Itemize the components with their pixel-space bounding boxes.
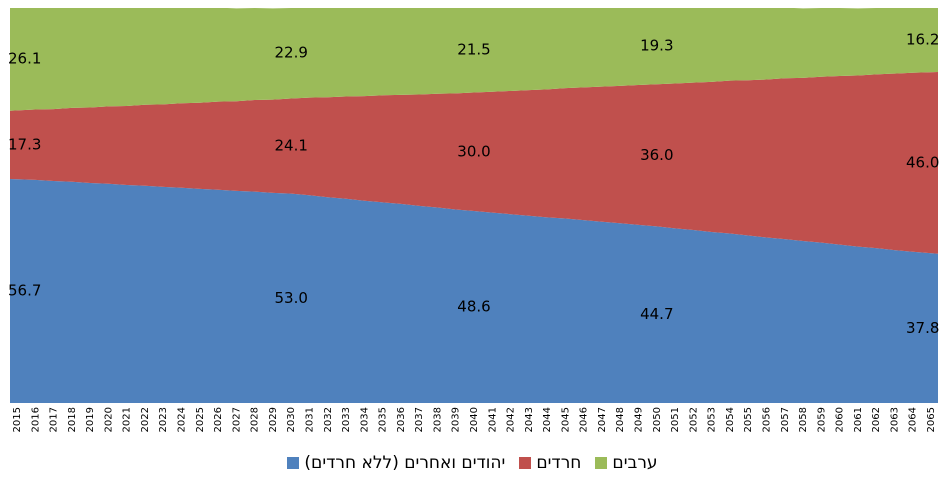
x-tick-label: 2038 — [432, 407, 443, 432]
legend-label: יהודים ואחרים (ללא חרדים) — [304, 453, 506, 473]
x-tick-label: 2044 — [542, 407, 553, 432]
x-tick-label: 2054 — [725, 407, 736, 432]
x-tick-label: 2050 — [652, 407, 663, 432]
data-label: 48.6 — [457, 298, 490, 316]
data-label: 22.9 — [274, 44, 307, 62]
x-tick-label: 2047 — [597, 407, 608, 432]
data-label: 30.0 — [457, 142, 490, 160]
data-label: 36.0 — [640, 146, 673, 164]
x-tick-label: 2048 — [615, 407, 626, 432]
x-tick-label: 2021 — [122, 407, 133, 432]
x-tick-label: 2019 — [85, 407, 96, 432]
x-tick-label: 2053 — [707, 407, 718, 432]
data-label: 16.2 — [906, 30, 939, 48]
legend: יהודים ואחרים (ללא חרדים) חרדים ערבים — [0, 453, 945, 473]
x-tick-label: 2059 — [816, 407, 827, 432]
legend-item: יהודים ואחרים (ללא חרדים) — [287, 453, 505, 473]
legend-item: חרדים — [519, 453, 581, 473]
x-tick-label: 2051 — [670, 407, 681, 432]
legend-item: ערבים — [595, 453, 658, 473]
x-tick-label: 2033 — [341, 407, 352, 432]
x-tick-label: 2045 — [560, 407, 571, 432]
legend-label: חרדים — [536, 453, 582, 473]
area — [10, 179, 938, 403]
x-tick-label: 2026 — [213, 407, 224, 432]
data-label: 56.7 — [8, 282, 41, 300]
data-label: 19.3 — [640, 37, 673, 55]
plot — [10, 8, 938, 403]
legend-swatch — [519, 457, 532, 469]
x-tick-label: 2023 — [158, 407, 169, 432]
x-tick-label: 2058 — [798, 407, 809, 432]
x-tick-label: 2060 — [835, 407, 846, 432]
legend-label: ערבים — [612, 453, 658, 473]
x-tick-label: 2015 — [12, 407, 23, 432]
data-label: 46.0 — [906, 153, 939, 171]
x-tick-label: 2029 — [268, 407, 279, 432]
x-tick-label: 2043 — [524, 407, 535, 432]
x-tick-label: 2030 — [286, 407, 297, 432]
x-tick-label: 2055 — [743, 407, 754, 432]
x-tick-label: 2041 — [487, 407, 498, 432]
chart: 56.7 53.0 48.6 44.7 37.8 17.3 24.1 30.0 36.0 46.0… — [8, 8, 939, 432]
x-tick-label: 2052 — [688, 407, 699, 432]
x-tick-label: 2064 — [908, 407, 919, 432]
data-label: 53.0 — [274, 289, 307, 307]
x-tick-label: 2062 — [871, 407, 882, 432]
data-label: 26.1 — [8, 50, 41, 68]
x-tick-label: 2027 — [231, 407, 242, 432]
data-label: 24.1 — [274, 137, 307, 155]
legend-swatch — [287, 457, 300, 469]
data-label: 37.8 — [906, 319, 939, 337]
data-label: 44.7 — [640, 305, 673, 323]
x-tick-label: 2018 — [67, 407, 78, 432]
x-tick-label: 2042 — [506, 407, 517, 432]
x-tick-label: 2020 — [103, 407, 114, 432]
x-tick-label: 2028 — [250, 407, 261, 432]
x-tick-label: 2057 — [780, 407, 791, 432]
x-tick-label: 2063 — [889, 407, 900, 432]
data-label: 17.3 — [8, 135, 41, 153]
x-tick-label: 2032 — [323, 407, 334, 432]
x-tick-label: 2036 — [396, 407, 407, 432]
x-tick-label: 2046 — [579, 407, 590, 432]
x-tick-label: 2016 — [30, 407, 41, 432]
legend-swatch — [595, 457, 608, 469]
x-tick-label: 2024 — [177, 407, 188, 432]
x-tick-label: 2031 — [304, 407, 315, 432]
x-tick-label: 2056 — [761, 407, 772, 432]
area — [10, 71, 938, 254]
x-tick-label: 2039 — [451, 407, 462, 432]
x-tick-label: 2035 — [378, 407, 389, 432]
x-tick-label: 2040 — [469, 407, 480, 432]
x-tick-label: 2061 — [853, 407, 864, 432]
x-tick-label: 2025 — [195, 407, 206, 432]
x-tick-label: 2065 — [926, 407, 937, 432]
x-tick-label: 2034 — [359, 407, 370, 432]
x-tick-label: 2022 — [140, 407, 151, 432]
x-tick-label: 2017 — [49, 407, 60, 432]
area — [10, 8, 938, 111]
data-label: 21.5 — [457, 41, 490, 59]
x-tick-label: 2049 — [634, 407, 645, 432]
x-tick-label: 2037 — [414, 407, 425, 432]
